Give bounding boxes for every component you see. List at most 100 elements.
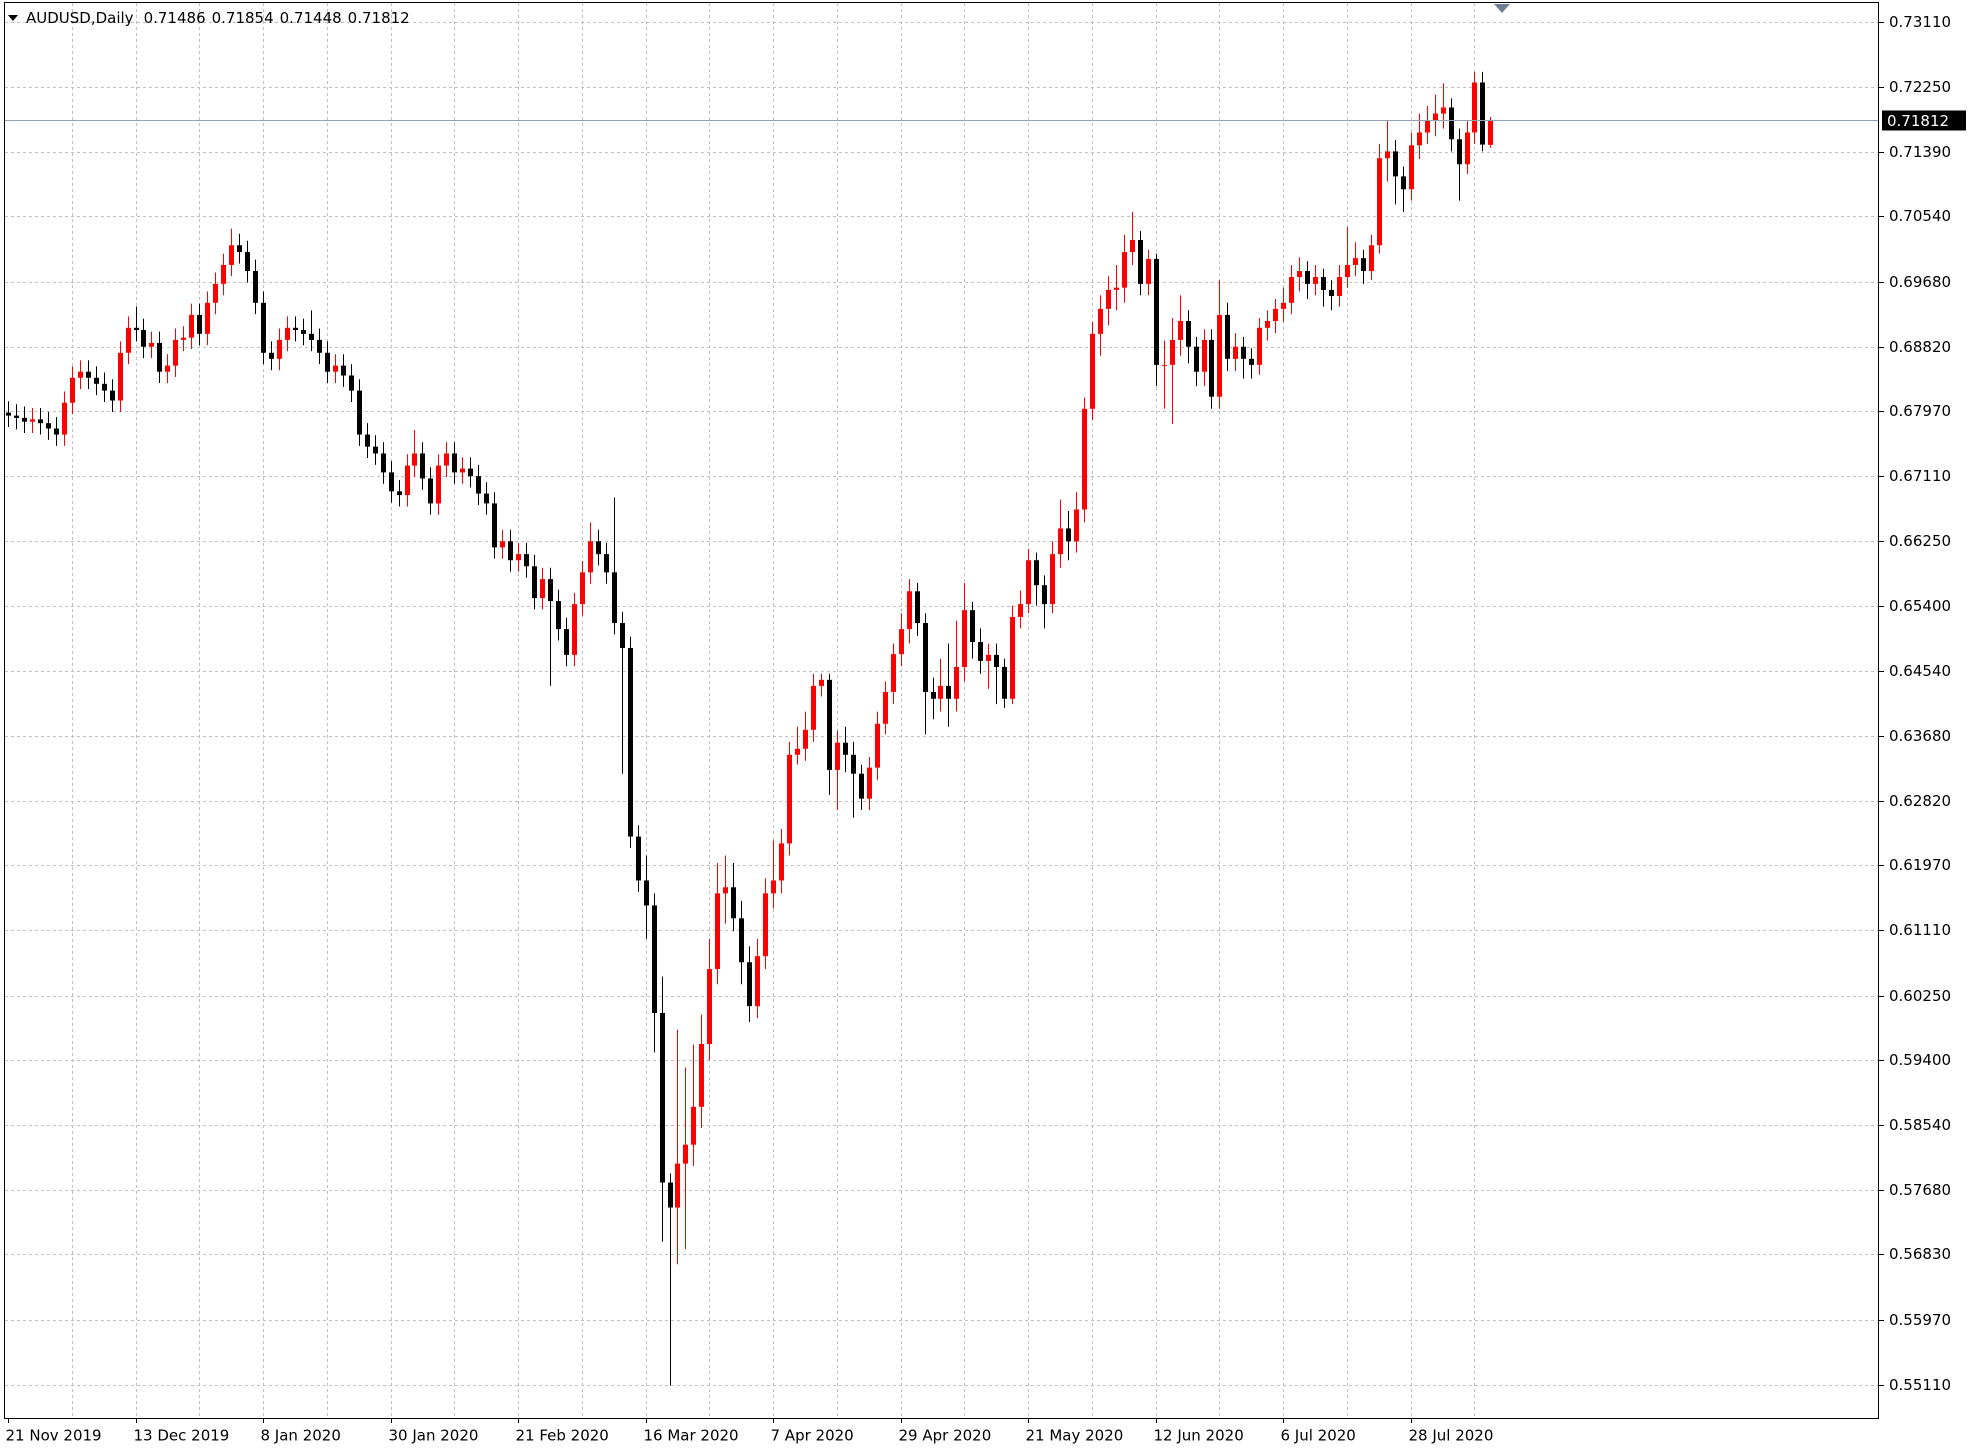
- candle-body: [859, 773, 864, 799]
- y-tick-label: 0.61110: [1889, 921, 1951, 939]
- x-tick-label: 8 Jan 2020: [261, 1427, 341, 1445]
- candle-body: [1377, 158, 1382, 246]
- candle-body: [699, 1043, 704, 1107]
- x-tick-label: 7 Apr 2020: [771, 1427, 854, 1445]
- candle-body: [149, 342, 154, 347]
- candle-body: [811, 685, 816, 730]
- y-tick-label: 0.65400: [1889, 597, 1951, 615]
- x-tick-label: 30 Jan 2020: [389, 1427, 479, 1445]
- candle-body: [588, 541, 593, 573]
- candle-body: [835, 742, 840, 770]
- candle-body: [1122, 252, 1127, 288]
- symbol: AUDUSD,Daily: [26, 9, 134, 27]
- candle-body: [1162, 364, 1167, 366]
- y-tick-label: 0.59400: [1889, 1051, 1951, 1069]
- header-close: 0.71812: [348, 9, 410, 27]
- candle-body: [1289, 277, 1294, 303]
- candle-body: [468, 468, 473, 477]
- candle-body: [349, 375, 354, 391]
- candle-body: [1090, 333, 1095, 409]
- y-tick-label: 0.63680: [1889, 727, 1951, 745]
- candle-body: [141, 330, 146, 347]
- plot-frame: [4, 2, 1879, 1419]
- candle-body: [715, 893, 720, 970]
- candle-body: [1202, 339, 1207, 372]
- candles: [5, 71, 1879, 1386]
- candle-body: [269, 352, 274, 359]
- candle-body: [444, 453, 449, 466]
- candle-body: [373, 446, 378, 454]
- candle-body: [1273, 308, 1278, 321]
- candle-body: [1472, 82, 1477, 133]
- candle-body: [420, 453, 425, 479]
- candle-body: [1050, 554, 1055, 605]
- candle-body: [1488, 120, 1493, 145]
- candle-body: [564, 629, 569, 655]
- y-tick-label: 0.56830: [1889, 1245, 1951, 1263]
- candle-body: [1313, 277, 1318, 284]
- x-tick-label: 29 Apr 2020: [899, 1427, 992, 1445]
- candle-body: [102, 383, 107, 391]
- candle-body: [843, 742, 848, 755]
- candle-body: [221, 264, 226, 284]
- y-tick-label: 0.72250: [1889, 78, 1951, 96]
- candle-body: [46, 423, 51, 429]
- candle-body: [1233, 346, 1238, 359]
- candle-body: [1329, 289, 1334, 296]
- x-tick-label: 12 Jun 2020: [1154, 1427, 1244, 1445]
- candle-body: [1249, 358, 1254, 365]
- candle-body: [452, 453, 457, 473]
- candle-body: [867, 767, 872, 799]
- candle-body: [652, 905, 657, 1013]
- candle-body: [460, 468, 465, 473]
- x-tick-label: 28 Jul 2020: [1409, 1427, 1494, 1445]
- candle-body: [70, 377, 75, 403]
- candle-body: [1241, 346, 1246, 359]
- candle-body: [851, 754, 856, 774]
- y-tick-label: 0.55970: [1889, 1311, 1951, 1329]
- candle-body: [915, 591, 920, 624]
- candle-body: [1225, 314, 1230, 359]
- candle-body: [436, 465, 441, 504]
- candle-body: [1026, 560, 1031, 605]
- menu-arrow[interactable]: [8, 15, 18, 21]
- candle-body: [628, 648, 633, 837]
- candle-body: [253, 271, 258, 303]
- candle-body: [405, 465, 410, 496]
- x-tick-label: 6 Jul 2020: [1281, 1427, 1356, 1445]
- y-tick-label: 0.57680: [1889, 1181, 1951, 1199]
- candle-body: [484, 493, 489, 504]
- header: AUDUSD,Daily 0.71486 0.71854 0.71448 0.71812: [26, 9, 410, 27]
- candle-body: [1138, 239, 1143, 284]
- candle-body: [1345, 264, 1350, 278]
- candle-body: [532, 566, 537, 599]
- x-tick-label: 21 Feb 2020: [516, 1427, 609, 1445]
- candle-body: [30, 419, 35, 422]
- candle-body: [1297, 271, 1302, 278]
- candle-body: [1457, 139, 1462, 165]
- candle-body: [229, 245, 234, 265]
- candle-body: [1106, 289, 1111, 309]
- candle-body: [683, 1144, 688, 1164]
- candle-body: [341, 365, 346, 376]
- candle-body: [1098, 308, 1103, 334]
- candle-body: [596, 541, 601, 555]
- candle-body: [1146, 258, 1151, 284]
- y-tick-label: 0.69680: [1889, 273, 1951, 291]
- candle-body: [1194, 346, 1199, 372]
- candle-body: [397, 491, 402, 496]
- candle-body: [675, 1163, 680, 1208]
- candle-body: [389, 472, 394, 492]
- candle-body: [1002, 666, 1007, 699]
- y-tick-label: 0.71390: [1889, 143, 1951, 161]
- candle-body: [94, 377, 99, 384]
- y-tick-label: 0.58540: [1889, 1116, 1951, 1134]
- candle-body: [118, 352, 123, 401]
- candle-body: [1441, 107, 1446, 114]
- candle-body: [1449, 107, 1454, 140]
- candle-body: [78, 371, 83, 378]
- candle-body: [62, 402, 67, 435]
- candle-body: [644, 880, 649, 906]
